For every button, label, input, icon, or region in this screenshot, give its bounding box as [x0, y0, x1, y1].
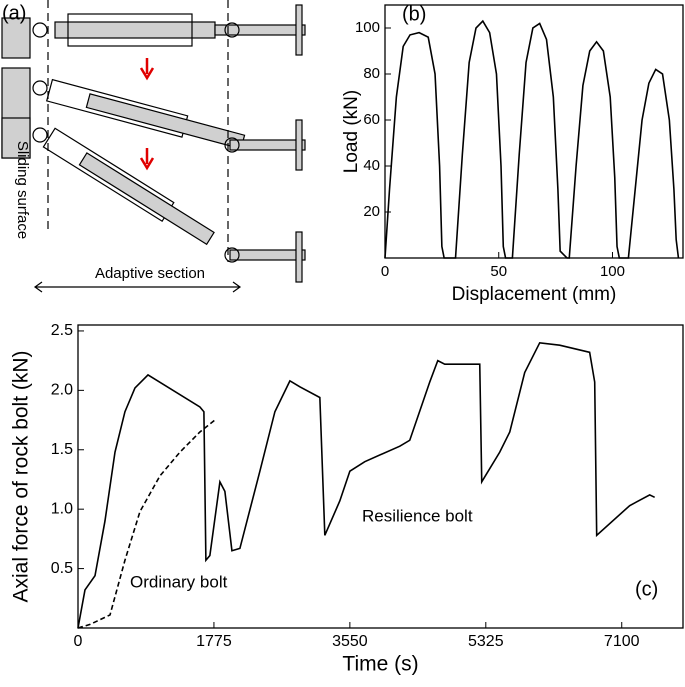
diagram	[1, 0, 306, 293]
x-tick-label: 1775	[196, 633, 232, 650]
data-line	[384, 19, 680, 259]
x-tick-label: 5325	[468, 633, 504, 650]
panel-label: (a)	[2, 2, 26, 24]
rod	[214, 24, 306, 36]
y-tick-label: 2.5	[51, 322, 73, 339]
x-tick-label: 100	[600, 263, 625, 280]
sliding-surface: Sliding surface	[14, 141, 31, 239]
y-tick-label: 2.0	[51, 382, 73, 399]
y-tick-label: 1.0	[51, 500, 73, 517]
series-label: Resilience bolt	[362, 506, 473, 525]
y-tick-label: 40	[363, 157, 380, 174]
rod	[54, 21, 216, 39]
block	[1, 117, 31, 159]
series-label: Ordinary bolt	[130, 572, 228, 591]
data-line	[77, 341, 656, 629]
plate	[295, 4, 303, 56]
x-axis-label: Time (s)	[342, 653, 418, 676]
y-tick-label: 20	[363, 203, 380, 220]
plate	[295, 119, 303, 171]
bolt	[42, 127, 215, 246]
tube	[67, 13, 193, 47]
plate	[295, 231, 303, 283]
dimension-arrow	[33, 281, 242, 293]
arrow	[139, 58, 155, 81]
x-tick-label: 0	[74, 633, 83, 650]
x-axis-label: Displacement (mm)	[452, 284, 617, 305]
y-tick-label: 100	[355, 19, 380, 36]
arrow	[139, 148, 155, 171]
x-tick-label: 0	[381, 263, 389, 280]
x-tick-label: 7100	[604, 633, 640, 650]
rod	[229, 139, 306, 151]
adaptive-section: Adaptive section	[95, 265, 205, 282]
block	[1, 17, 31, 59]
plot-frame	[77, 324, 684, 629]
panel-label: (c)	[635, 578, 658, 600]
y-tick-label: 60	[363, 111, 380, 128]
y-axis-label: Load (kN)	[341, 90, 362, 173]
y-tick-label: 0.5	[51, 560, 73, 577]
y-tick-label: 80	[363, 65, 380, 82]
x-tick-label: 3550	[332, 633, 368, 650]
data-line	[77, 419, 216, 629]
rod	[229, 249, 306, 261]
panel-label: (b)	[402, 3, 426, 25]
plot-frame	[384, 4, 684, 259]
y-axis-label: Axial force of rock bolt (kN)	[10, 350, 33, 602]
x-tick-label: 50	[490, 263, 507, 280]
y-tick-label: 1.5	[51, 441, 73, 458]
